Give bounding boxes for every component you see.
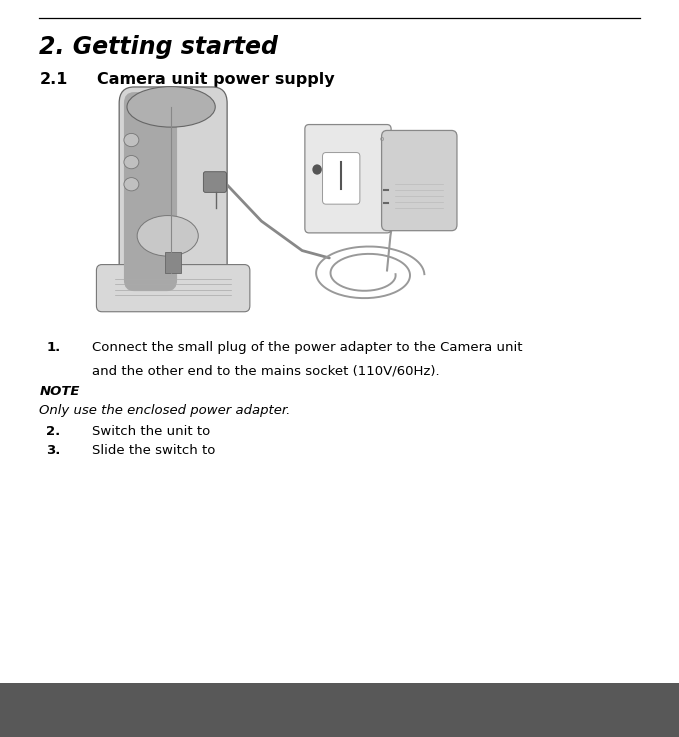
Ellipse shape [124, 156, 139, 169]
Ellipse shape [124, 133, 139, 147]
Bar [0, 683, 679, 737]
Text: Slide the switch to: Slide the switch to [92, 444, 219, 458]
FancyBboxPatch shape [323, 153, 360, 204]
Text: 2.1: 2.1 [39, 72, 68, 87]
Text: Connect the small plug of the power adapter to the Camera unit: Connect the small plug of the power adap… [92, 341, 522, 354]
Text: and the other end to the mains socket (110V/60Hz).: and the other end to the mains socket (1… [92, 365, 439, 378]
Ellipse shape [137, 216, 198, 256]
Text: 8: 8 [39, 704, 47, 716]
Circle shape [312, 164, 322, 175]
Ellipse shape [124, 178, 139, 191]
Text: 1.: 1. [46, 341, 60, 354]
Text: 2.: 2. [46, 425, 60, 439]
FancyBboxPatch shape [305, 125, 391, 233]
Text: Only use the enclosed power adapter.: Only use the enclosed power adapter. [39, 404, 291, 417]
Text: Getting started: Getting started [549, 704, 640, 716]
Text: Switch the unit to: Switch the unit to [92, 425, 214, 439]
Text: 2. Getting started: 2. Getting started [39, 35, 278, 60]
Text: 3.: 3. [46, 444, 60, 458]
Text: Camera unit power supply: Camera unit power supply [97, 72, 335, 87]
FancyBboxPatch shape [204, 172, 227, 192]
FancyBboxPatch shape [382, 130, 457, 231]
FancyBboxPatch shape [124, 92, 177, 291]
FancyBboxPatch shape [120, 87, 227, 296]
Bar [165, 252, 181, 273]
FancyBboxPatch shape [96, 265, 250, 312]
Text: NOTE: NOTE [39, 385, 79, 398]
Text: o: o [380, 136, 384, 142]
Ellipse shape [127, 87, 215, 128]
